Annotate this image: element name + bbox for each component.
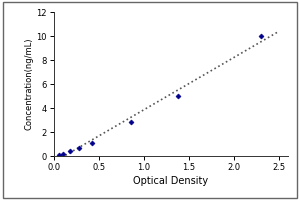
X-axis label: Optical Density: Optical Density [134,176,208,186]
Y-axis label: Concentration(ng/mL): Concentration(ng/mL) [25,38,34,130]
